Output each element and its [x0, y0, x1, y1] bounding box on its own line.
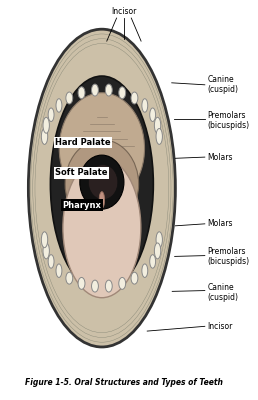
Text: Molars: Molars	[207, 219, 233, 228]
Ellipse shape	[50, 76, 153, 292]
Text: Premolars
(bicuspids): Premolars (bicuspids)	[207, 111, 249, 130]
Ellipse shape	[41, 128, 48, 144]
Ellipse shape	[105, 84, 112, 96]
Text: Canine
(cuspid): Canine (cuspid)	[207, 76, 238, 94]
Ellipse shape	[59, 93, 144, 204]
Ellipse shape	[154, 117, 161, 133]
Ellipse shape	[142, 99, 148, 112]
Text: Figure 1-5. Oral Structures and Types of Teeth: Figure 1-5. Oral Structures and Types of…	[25, 378, 223, 387]
Ellipse shape	[66, 92, 73, 104]
Ellipse shape	[66, 272, 73, 284]
Ellipse shape	[131, 272, 138, 284]
Ellipse shape	[156, 232, 163, 248]
Ellipse shape	[92, 280, 98, 292]
Ellipse shape	[78, 87, 85, 99]
Ellipse shape	[28, 29, 175, 347]
Text: Canine
(cuspid): Canine (cuspid)	[207, 283, 238, 302]
Ellipse shape	[78, 278, 85, 289]
Ellipse shape	[156, 128, 163, 144]
Ellipse shape	[56, 264, 62, 278]
Ellipse shape	[119, 278, 126, 289]
Text: Molars: Molars	[207, 152, 233, 162]
Text: Pharynx: Pharynx	[63, 201, 102, 210]
Ellipse shape	[56, 99, 62, 112]
Ellipse shape	[119, 87, 126, 99]
Ellipse shape	[154, 243, 161, 259]
Ellipse shape	[92, 84, 98, 96]
Text: Incisor: Incisor	[207, 322, 233, 331]
Ellipse shape	[80, 155, 124, 209]
Ellipse shape	[41, 232, 48, 248]
Ellipse shape	[105, 280, 112, 292]
Ellipse shape	[88, 165, 118, 200]
Text: Premolars
(bicuspids): Premolars (bicuspids)	[207, 247, 249, 266]
Text: Hard Palate: Hard Palate	[55, 138, 111, 147]
Text: Incisor: Incisor	[111, 7, 137, 16]
Ellipse shape	[131, 92, 138, 104]
Ellipse shape	[99, 192, 104, 208]
Text: Soft Palate: Soft Palate	[55, 168, 108, 178]
Ellipse shape	[63, 158, 141, 298]
Ellipse shape	[48, 255, 54, 268]
Ellipse shape	[65, 140, 139, 228]
Ellipse shape	[150, 255, 156, 268]
Ellipse shape	[43, 243, 49, 259]
Ellipse shape	[150, 108, 156, 122]
Ellipse shape	[43, 117, 49, 133]
Ellipse shape	[142, 264, 148, 278]
Ellipse shape	[48, 108, 54, 122]
